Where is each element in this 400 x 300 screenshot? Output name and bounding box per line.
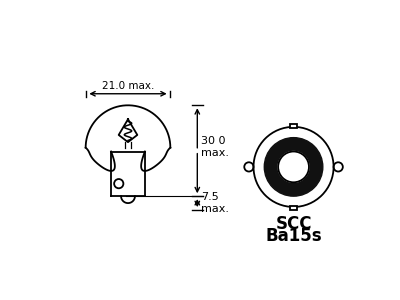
Circle shape: [264, 138, 323, 196]
Text: 21.0 max.: 21.0 max.: [102, 81, 154, 91]
Text: Ba15s: Ba15s: [265, 227, 322, 245]
Bar: [290, 124, 297, 128]
Circle shape: [278, 152, 309, 182]
Text: 30 0
max.: 30 0 max.: [201, 136, 229, 158]
Text: 7.5
max.: 7.5 max.: [201, 192, 229, 214]
Bar: [290, 206, 297, 210]
Text: SCC: SCC: [275, 215, 312, 233]
